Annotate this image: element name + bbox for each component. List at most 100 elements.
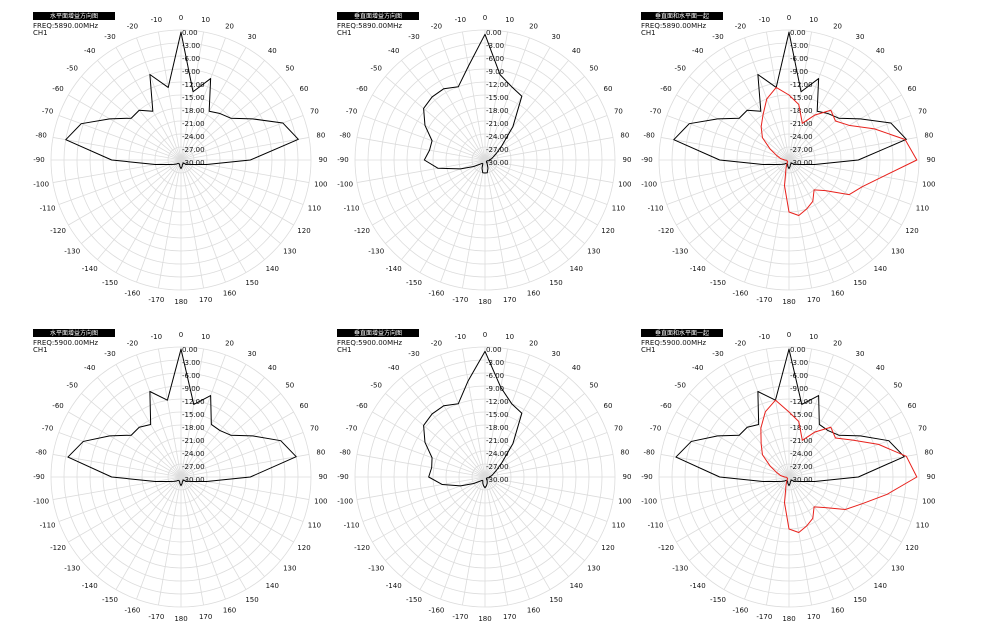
angle-label: 50 [893, 382, 902, 390]
grid-spoke [97, 476, 182, 577]
grid-spoke [180, 476, 304, 522]
grid-spoke [440, 354, 486, 478]
grid-spoke [484, 476, 551, 590]
angle-label: 70 [918, 107, 927, 115]
grid-spoke [660, 454, 790, 478]
angle-label: 150 [549, 279, 562, 287]
grid-spoke [484, 31, 508, 161]
title-box [641, 12, 723, 20]
radial-label: -18.00 [182, 424, 205, 432]
angle-label: 130 [587, 564, 600, 572]
polar-chart: 0 10 20 30 40 50 60 70 80 90 100 110 120 130 140 150 160… [33, 329, 328, 623]
angle-label: 50 [589, 382, 598, 390]
angle-label: 130 [891, 564, 904, 572]
radial-label: -30.00 [790, 476, 813, 484]
radial-label: -27.00 [790, 146, 813, 154]
grid-spoke [180, 432, 304, 478]
grid-spoke [484, 159, 585, 244]
grid-spoke [484, 159, 551, 273]
radial-label: -21.00 [790, 120, 813, 128]
grid-spoke [484, 137, 614, 161]
angle-label: -30 [712, 33, 723, 41]
angle-label: 180 [174, 615, 187, 623]
grid-spoke [362, 159, 486, 205]
angle-label: -30 [712, 350, 723, 358]
grid-spoke [484, 476, 608, 522]
grid-spoke [440, 476, 486, 600]
channel: CH1 [641, 29, 656, 37]
pattern-curve [67, 348, 297, 487]
angle-label: 160 [527, 289, 540, 297]
radial-label: 0.00 [182, 346, 198, 354]
angle-label: -140 [690, 582, 706, 590]
radial-label: -3.00 [790, 359, 808, 367]
grid-spoke [401, 159, 486, 260]
angle-label: 30 [856, 350, 865, 358]
angle-label: -170 [756, 613, 772, 621]
angle-label: 80 [924, 131, 933, 139]
angle-label: 10 [201, 333, 210, 341]
angle-label: -120 [354, 227, 370, 235]
grid-spoke [385, 76, 486, 161]
grid-spoke [676, 159, 790, 226]
radial-label: -21.00 [182, 437, 205, 445]
grid-spoke [788, 432, 912, 478]
angle-label: 90 [623, 156, 632, 164]
radial-label: -27.00 [182, 146, 205, 154]
grid-spoke [788, 159, 918, 183]
grid-spoke [115, 476, 182, 590]
grid-spoke [744, 476, 790, 600]
angle-label: -170 [452, 296, 468, 304]
angle-label: 140 [570, 265, 583, 273]
angle-label: -110 [40, 205, 56, 213]
grid-spoke [440, 159, 486, 283]
grid-spoke [180, 348, 204, 478]
grid-spoke [484, 159, 608, 205]
angle-label: 20 [529, 340, 538, 348]
radial-label: -3.00 [486, 42, 504, 50]
grid-spoke [52, 476, 182, 500]
grid-spoke [484, 94, 598, 161]
angle-label: -30 [408, 350, 419, 358]
angle-label: 80 [924, 448, 933, 456]
angle-label: -30 [104, 33, 115, 41]
grid-spoke [666, 159, 790, 205]
angle-label: -30 [408, 33, 419, 41]
frequency: FREQ:5890.00MHz [641, 22, 706, 30]
grid-spoke [788, 476, 912, 522]
angle-label: -120 [354, 544, 370, 552]
angle-label: -110 [40, 522, 56, 530]
grid-spoke [180, 94, 294, 161]
angle-label: -150 [710, 596, 726, 604]
radial-label: -30.00 [486, 476, 509, 484]
radial-label: 0.00 [486, 29, 502, 37]
angle-label: -90 [33, 473, 44, 481]
grid-spoke [58, 115, 182, 161]
angle-label: -120 [658, 227, 674, 235]
angle-label: -40 [84, 47, 95, 55]
angle-label: 90 [927, 156, 936, 164]
angle-label: 120 [297, 544, 310, 552]
grid-spoke [158, 31, 182, 161]
grid-spoke [788, 94, 902, 161]
radial-label: -3.00 [790, 42, 808, 50]
angle-label: -100 [337, 181, 353, 189]
angle-label: 40 [876, 364, 885, 372]
grid-spoke [788, 476, 918, 500]
grid-spoke [484, 159, 508, 289]
angle-label: 110 [308, 205, 321, 213]
angle-label: -100 [641, 498, 657, 506]
grid-spoke [180, 159, 226, 283]
grid-spoke [180, 411, 294, 478]
angle-label: -40 [84, 364, 95, 372]
title-box [337, 12, 419, 20]
grid-spoke [180, 137, 310, 161]
angle-label: 100 [922, 181, 935, 189]
radial-label: -30.00 [182, 159, 205, 167]
angle-label: 170 [503, 613, 516, 621]
angle-label: -30 [104, 350, 115, 358]
grid-spoke [385, 476, 486, 561]
angle-label: 130 [587, 247, 600, 255]
grid-spoke [401, 60, 486, 161]
angle-label: 40 [268, 47, 277, 55]
